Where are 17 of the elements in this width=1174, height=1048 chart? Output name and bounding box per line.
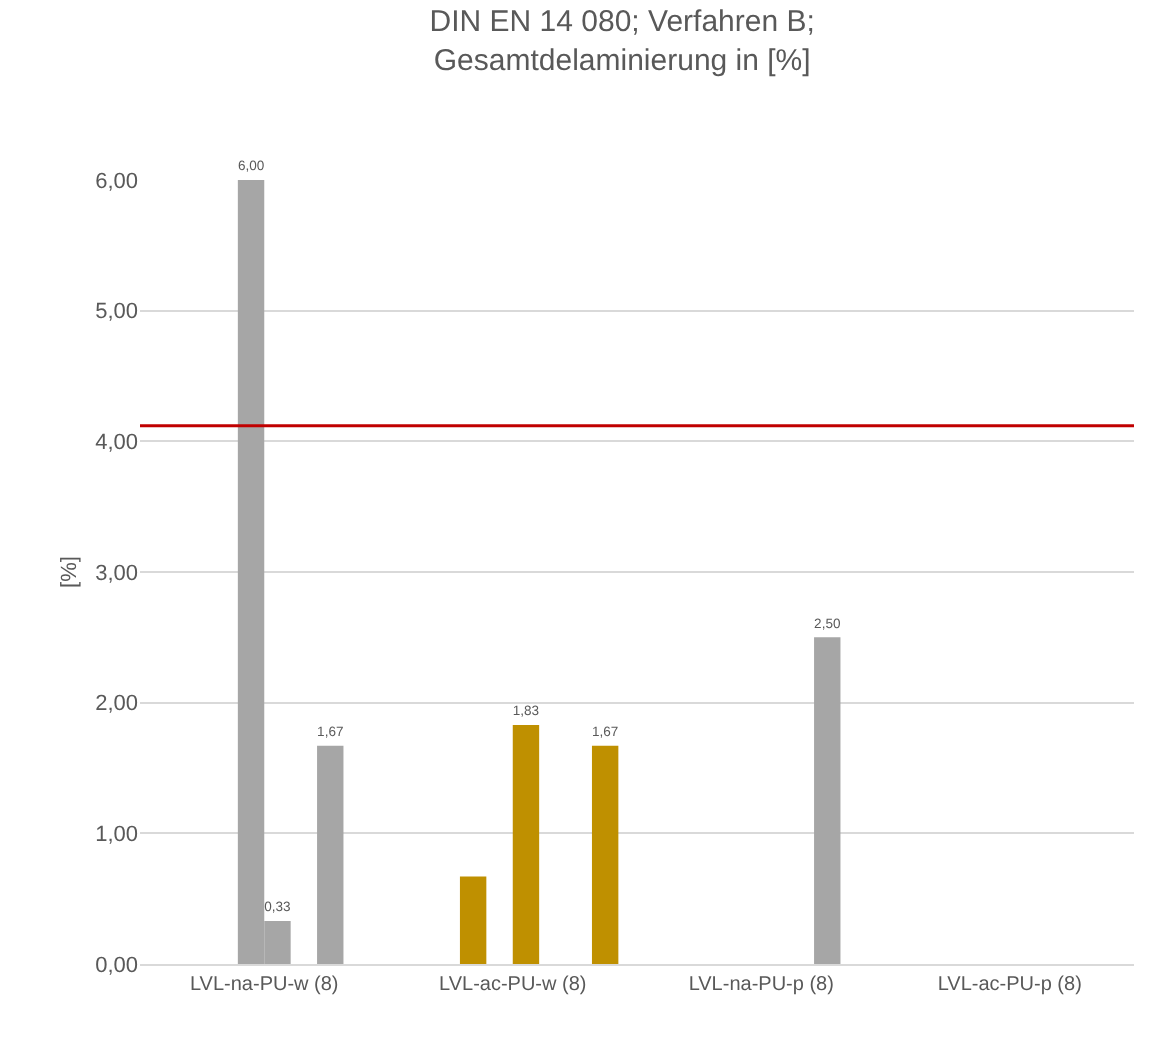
bar (814, 637, 841, 964)
bar (317, 745, 344, 964)
y-tick-label: 5,00 (95, 300, 138, 325)
x-tick-label: LVL-na-PU-p (8) (688, 974, 834, 996)
y-tick-label: 2,00 (95, 692, 138, 717)
y-tick-label: 4,00 (95, 431, 138, 456)
y-tick-label: 3,00 (95, 561, 138, 586)
x-tick-label: LVL-ac-PU-w (8) (439, 974, 587, 996)
x-tick-label: LVL-na-PU-w (8) (189, 974, 339, 996)
y-tick-label: 6,00 (95, 169, 138, 194)
y-axis-title: [%] (58, 556, 83, 588)
y-tick-label: 1,00 (95, 823, 138, 848)
chart-title: DIN EN 14 080; Verfahren B; Gesamtdelaminierung in [%] (429, 5, 815, 79)
x-tick-label: LVL-ac-PU-p (8) (937, 974, 1082, 996)
bar (591, 745, 619, 964)
y-tick-label: 0,00 (95, 953, 138, 978)
bar (459, 876, 487, 964)
